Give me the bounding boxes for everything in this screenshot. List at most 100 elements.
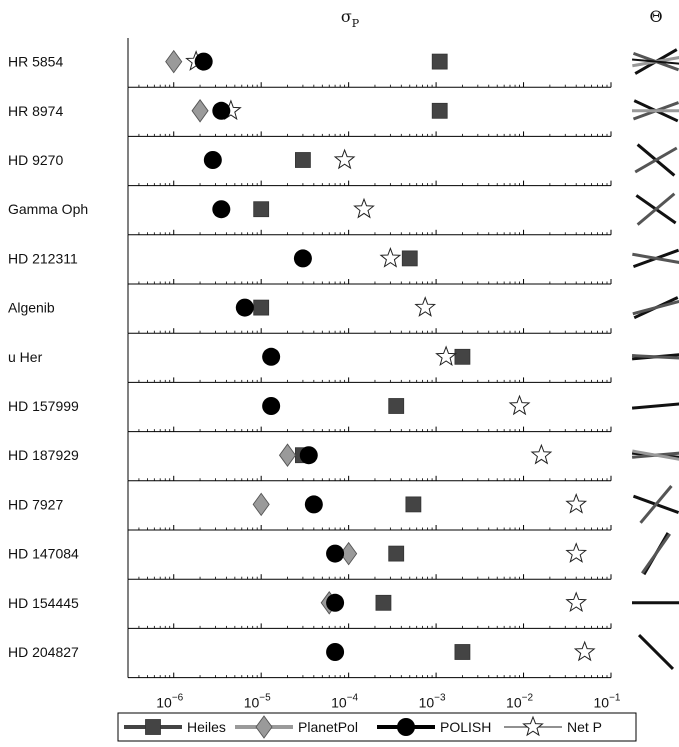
star-panel-u-her: u Her (8, 333, 612, 383)
theta-line (632, 252, 679, 264)
polish-marker (203, 151, 222, 169)
heiles-marker (375, 594, 392, 611)
legend-label: Heiles (187, 719, 226, 735)
heiles-marker (405, 496, 422, 513)
polish-marker (212, 101, 231, 120)
heiles-marker (401, 250, 418, 267)
star-panel-hd-147084: HD 147084 (8, 530, 612, 580)
theta-glyph (632, 48, 679, 75)
net-p-marker (379, 246, 402, 268)
legend-entry-net-p: Net P (504, 715, 602, 737)
star-panel-hd-157999: HD 157999 (8, 382, 612, 433)
star-panel-hd-9270: HD 9270 (8, 136, 612, 187)
heiles-marker (388, 398, 405, 414)
star-panel-hd-204827: HD 204827 (8, 628, 612, 679)
star-panel-gamma-oph: Gamma Oph (8, 185, 612, 236)
heiles-marker (431, 102, 448, 119)
theta-glyph (637, 633, 675, 671)
row-label: HD 204827 (8, 644, 79, 660)
net-p-marker (573, 640, 596, 662)
legend-entry-polish: POLISH (377, 718, 491, 736)
heiles-marker (253, 299, 270, 316)
star-panel-hd-154445: HD 154445 (8, 579, 612, 629)
planetpol-marker (165, 49, 183, 74)
x-tick-label: 10−2 (506, 693, 533, 711)
heiles-marker (431, 53, 448, 70)
polish-marker (304, 495, 323, 514)
row-label: HD 187929 (8, 447, 79, 463)
net-p-marker (353, 197, 375, 219)
theta-line (632, 58, 679, 65)
net-p-marker (565, 591, 588, 613)
theta-glyph (631, 353, 679, 361)
theta-glyph (635, 192, 677, 226)
net-p-marker (530, 443, 553, 465)
theta-line (632, 299, 679, 316)
row-label: Gamma Oph (8, 201, 88, 217)
net-p-marker (508, 394, 531, 416)
theta-glyph (641, 532, 671, 576)
row-label: HR 5854 (8, 54, 63, 70)
theta-glyph (632, 296, 679, 320)
polish-marker (326, 643, 345, 661)
theta-glyph (631, 449, 679, 461)
star-panels: HR 5854 HR 8974 HD 9270 Gamma Oph HD 212311 A… (8, 38, 612, 679)
legend-marker (145, 719, 161, 735)
heiles-marker (454, 644, 471, 660)
legend-entry-heiles: Heiles (124, 719, 226, 735)
theta-column (631, 48, 679, 671)
theta-line (631, 354, 679, 360)
polish-marker (262, 397, 281, 415)
x-header: σP (341, 7, 360, 30)
star-panel-hd-212311: HD 212311 (8, 234, 612, 285)
legend: Heiles PlanetPol POLISH Net P (117, 712, 637, 742)
row-label: HD 212311 (8, 250, 78, 266)
planetpol-marker (252, 492, 270, 517)
row-label: Algenib (8, 300, 55, 316)
legend-marker (397, 718, 415, 736)
theta-line (632, 449, 679, 461)
theta-line (641, 533, 671, 575)
row-label: HD 154445 (8, 595, 79, 611)
theta-glyph (632, 485, 679, 524)
planetpol-marker (278, 443, 297, 467)
row-label: HD 157999 (8, 398, 79, 414)
theta-glyph (632, 248, 679, 269)
row-label: HR 8974 (8, 103, 63, 119)
x-tick-label: 10−4 (331, 693, 358, 711)
x-tick-label: 10−3 (419, 693, 446, 711)
net-p-marker (435, 345, 457, 367)
polish-marker (299, 446, 318, 465)
row-label: HD 7927 (8, 496, 63, 512)
heiles-marker (253, 201, 270, 218)
polish-marker (326, 544, 345, 563)
legend-entry-planetpol: PlanetPol (235, 715, 358, 739)
row-label: u Her (8, 349, 43, 365)
theta-header: Θ (649, 7, 662, 26)
star-panel-hr-5854: HR 5854 (8, 38, 612, 88)
star-panel-algenib: Algenib (8, 284, 612, 334)
x-axis: 10−6 10−5 10−4 10−3 10−2 10−1 (156, 693, 621, 711)
heiles-marker (454, 348, 471, 365)
theta-line (637, 633, 675, 671)
theta-line (634, 146, 678, 174)
heiles-marker (388, 545, 405, 562)
star-panel-hd-187929: HD 187929 (8, 431, 612, 482)
net-p-marker (565, 542, 588, 563)
chart-header: σP Θ (341, 7, 663, 30)
theta-glyph (634, 143, 678, 177)
legend-marker (522, 715, 544, 737)
polish-marker (212, 200, 231, 219)
x-tick-label: 10−6 (156, 693, 183, 711)
legend-label: Net P (567, 719, 602, 735)
legend-marker (255, 715, 273, 739)
star-panel-hr-8974: HR 8974 (8, 87, 612, 137)
polish-marker (194, 52, 213, 71)
theta-line (639, 485, 673, 524)
star-panel-hd-7927: HD 7927 (8, 480, 612, 531)
theta-line (636, 192, 676, 226)
net-p-marker (333, 148, 356, 170)
planetpol-marker (191, 99, 209, 123)
theta-line (631, 402, 679, 410)
row-label: HD 147084 (8, 546, 79, 562)
